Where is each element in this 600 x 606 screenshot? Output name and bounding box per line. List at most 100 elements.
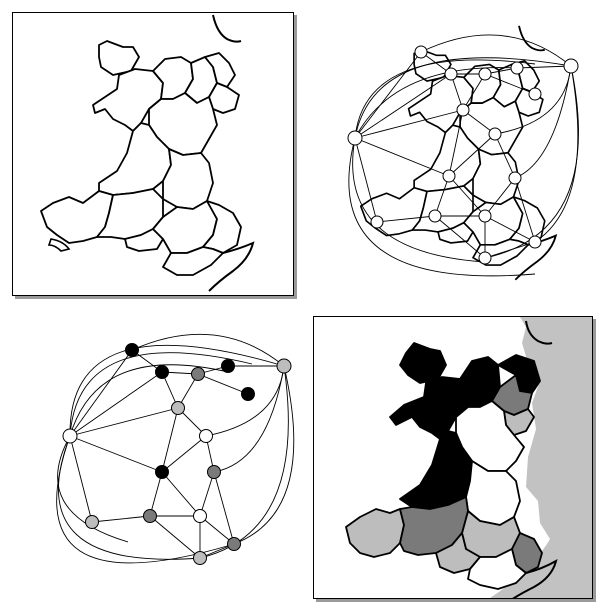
county-powys-south	[162, 148, 214, 210]
overlay-node	[510, 61, 524, 75]
graph-edge	[69, 371, 163, 437]
graph-edge	[354, 109, 464, 139]
graph-edge	[448, 175, 486, 217]
overlay-node	[478, 67, 492, 81]
overlay-node	[563, 58, 579, 74]
graph-edge	[199, 365, 289, 559]
overlay-node	[508, 171, 522, 185]
overlay-node	[478, 251, 492, 265]
graph-node-black	[155, 465, 169, 479]
overlay-nodes	[347, 45, 579, 265]
graph-edge	[354, 137, 450, 177]
graph-edge	[69, 349, 133, 437]
overlay-node	[442, 169, 456, 183]
graph-node-dark-gray	[191, 367, 205, 381]
south-coast	[512, 558, 558, 598]
coast-hook	[525, 320, 553, 345]
graph-node-white	[193, 509, 207, 523]
graph-edge	[448, 109, 464, 177]
graph-edge	[448, 133, 496, 177]
graph-node-black	[155, 365, 169, 379]
coast-hook	[212, 14, 242, 43]
graph-edge	[69, 435, 93, 523]
graph-edge	[484, 241, 536, 259]
colored-map	[345, 317, 592, 598]
graph-edge	[69, 364, 229, 437]
county-pembrokeshire	[345, 508, 405, 558]
graph-edge	[197, 373, 249, 395]
graph-node-light-gray	[85, 515, 99, 529]
colored-map-panel	[313, 316, 593, 599]
overlay-node	[456, 103, 470, 117]
graph-node-black	[241, 387, 255, 401]
overlay-node	[444, 67, 458, 81]
graph-edge	[58, 435, 201, 560]
colored-counties	[345, 320, 558, 598]
graph-edge	[69, 344, 285, 437]
graph-edge	[484, 177, 516, 217]
graph-edge	[376, 215, 436, 223]
graph-node-black	[125, 343, 139, 357]
graph-edge	[494, 133, 516, 179]
overlay-node	[414, 45, 428, 59]
county-anglesey	[399, 342, 447, 384]
graph-node-dark-gray	[143, 509, 157, 523]
graph-edge	[161, 471, 201, 517]
outline-map-panel	[12, 12, 294, 296]
county-wrexham	[208, 82, 240, 114]
overlay-node	[428, 209, 442, 223]
county-swansea	[124, 228, 164, 252]
graph-edge	[205, 365, 285, 437]
graph-edge	[534, 65, 579, 243]
overlay-node	[528, 87, 542, 101]
graph-node-white	[199, 429, 213, 443]
county-cardiff	[162, 246, 224, 276]
colored-graph	[56, 333, 295, 565]
graph-edge	[57, 435, 129, 543]
graph-edge	[69, 407, 179, 437]
graph-node-dark-gray	[227, 537, 241, 551]
graph-node-black	[221, 359, 235, 373]
graph-edge	[161, 435, 207, 473]
colored-graph-panel	[28, 312, 300, 594]
graph-edge	[213, 471, 235, 545]
overlay-node	[347, 130, 363, 146]
overlay-node	[528, 235, 542, 249]
graph-node-light-gray	[171, 401, 185, 415]
graph-edge	[199, 471, 215, 517]
graph-edge	[354, 51, 422, 139]
graph-edge	[434, 175, 450, 217]
overlay-node	[370, 215, 384, 229]
graph-edge	[484, 215, 536, 243]
graph-nodes	[62, 343, 292, 565]
graph-edge	[69, 435, 163, 473]
graph-edge	[213, 365, 285, 473]
graph-edge	[233, 365, 295, 545]
graph-edge	[161, 407, 179, 473]
map-graph-overlay-panel	[305, 2, 595, 300]
graph-edge	[434, 215, 486, 259]
map-graph-overlay	[347, 25, 579, 281]
graph-edge	[354, 73, 452, 139]
pembroke-inlet	[47, 238, 71, 252]
graph-edge	[462, 109, 496, 135]
graph-edge	[514, 65, 572, 179]
graph-edge	[149, 515, 201, 559]
graph-node-light-gray	[276, 358, 292, 374]
county-anglesey	[98, 40, 140, 76]
county-flintshire	[204, 52, 236, 88]
graph-edge	[484, 73, 536, 95]
outline-map	[40, 14, 255, 292]
graph-edge	[149, 471, 163, 517]
graph-edge	[354, 59, 536, 139]
graph-edge	[348, 137, 536, 277]
graph-edge	[354, 67, 518, 139]
overlay-node	[478, 209, 492, 223]
graph-node-white	[62, 428, 78, 444]
graph-edge	[354, 137, 378, 223]
graph-edge	[131, 333, 285, 367]
graph-node-dark-gray	[207, 465, 221, 479]
graph-edge	[199, 515, 235, 545]
south-coast	[208, 241, 255, 292]
graph-edge	[420, 34, 572, 67]
